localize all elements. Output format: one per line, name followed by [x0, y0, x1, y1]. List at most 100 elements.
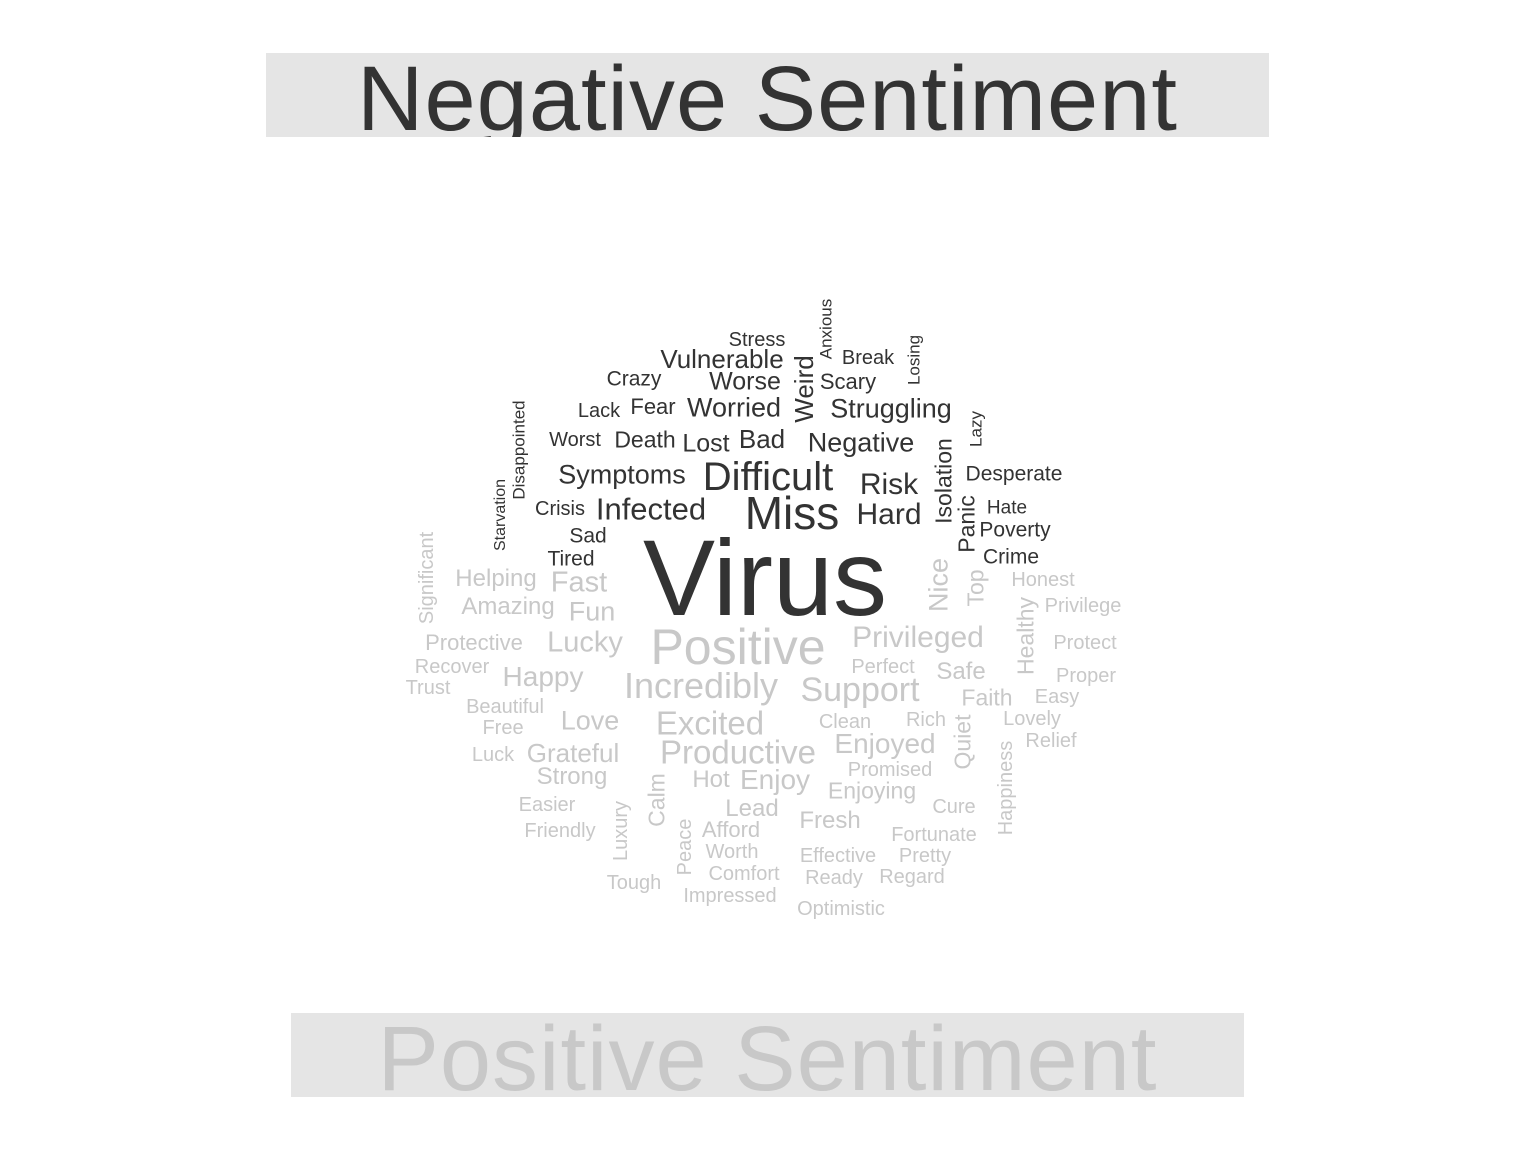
positive-word: Rich — [905, 709, 947, 731]
positive-sentiment-banner: Positive Sentiment — [291, 1013, 1244, 1097]
positive-word: Privilege — [1044, 595, 1122, 617]
negative-word: Worst — [549, 429, 601, 451]
negative-word: Hard — [856, 498, 922, 531]
negative-word: Vulnerable — [660, 344, 784, 374]
positive-word: Easier — [518, 794, 576, 816]
negative-word: Death — [614, 426, 676, 453]
positive-word: Fortunate — [891, 824, 977, 846]
positive-word: Helping — [455, 565, 537, 592]
positive-word: Optimistic — [797, 898, 885, 920]
negative-word: Panic — [953, 495, 980, 553]
negative-word: Symptoms — [558, 459, 686, 490]
negative-word: Crazy — [606, 367, 662, 391]
negative-word: Desperate — [965, 462, 1063, 486]
positive-word: Happy — [502, 661, 584, 692]
positive-word: Effective — [799, 845, 877, 867]
positive-word: Fresh — [799, 807, 861, 834]
positive-word: Cure — [932, 796, 976, 818]
negative-word: Tired — [547, 547, 595, 571]
positive-word: Trust — [405, 677, 451, 699]
positive-word: Faith — [961, 684, 1013, 711]
positive-word: Easy — [1034, 686, 1080, 708]
negative-word: Risk — [859, 468, 919, 501]
positive-word: Lucky — [547, 626, 623, 659]
negative-word: Negative — [807, 427, 915, 458]
positive-word: Recover — [414, 656, 490, 678]
negative-word: Infected — [595, 491, 707, 527]
positive-word: Tough — [606, 872, 662, 894]
positive-word: Quiet — [949, 714, 976, 770]
positive-word: Pretty — [898, 845, 952, 867]
negative-word: Scary — [819, 369, 877, 394]
positive-word: Significant — [416, 531, 438, 625]
positive-word: Amazing — [461, 593, 555, 620]
positive-word: Peace — [674, 818, 696, 876]
negative-word: Miss — [744, 487, 840, 539]
positive-word: Enjoyed — [834, 728, 936, 759]
negative-word: Crisis — [535, 498, 585, 520]
positive-word: Excited — [655, 704, 765, 742]
negative-word: Sad — [569, 524, 607, 548]
positive-word: Ready — [805, 867, 863, 889]
negative-word: Fear — [630, 394, 676, 419]
negative-word: Anxious — [816, 298, 836, 360]
positive-word: Calm — [643, 773, 670, 827]
negative-sentiment-title: Negative Sentiment — [357, 53, 1178, 137]
positive-word: Safe — [936, 658, 986, 685]
negative-word: Lack — [577, 400, 621, 422]
positive-word: Lovely — [1003, 708, 1061, 730]
negative-word: Losing — [904, 334, 924, 386]
positive-word: Nice — [923, 557, 954, 613]
positive-word: Friendly — [524, 820, 596, 842]
positive-word: Afford — [701, 817, 761, 842]
negative-word: Bad — [738, 424, 786, 454]
negative-word: Worried — [686, 392, 782, 423]
negative-word: Stress — [728, 329, 786, 351]
positive-word: Relief — [1025, 730, 1077, 752]
positive-word: Impressed — [683, 885, 777, 907]
negative-word: Worse — [709, 367, 781, 396]
negative-word: Difficult — [702, 455, 834, 499]
negative-word: Poverty — [979, 518, 1051, 542]
positive-word: Enjoying — [827, 777, 917, 804]
negative-word: Starvation — [492, 478, 509, 552]
negative-sentiment-banner: Negative Sentiment — [266, 53, 1269, 137]
positive-word: Privileged — [852, 621, 984, 654]
negative-word: Break — [841, 347, 895, 369]
positive-word: Protect — [1053, 632, 1117, 654]
negative-word: Lazy — [966, 411, 986, 447]
positive-word: Luxury — [610, 800, 632, 862]
positive-word: Promised — [847, 759, 933, 781]
positive-word: Incredibly — [623, 665, 779, 706]
positive-word: Fast — [550, 566, 608, 599]
positive-word: Hot — [692, 766, 730, 793]
positive-word: Free — [482, 717, 524, 739]
positive-word: Positive — [650, 619, 826, 675]
positive-word: Perfect — [851, 656, 915, 678]
positive-word: Enjoy — [739, 764, 811, 795]
positive-word: Clean — [818, 711, 872, 733]
positive-word: Comfort — [708, 863, 780, 885]
positive-word: Productive — [660, 733, 816, 771]
positive-word: Happiness — [995, 740, 1017, 836]
positive-word: Worth — [705, 841, 759, 863]
positive-word: Strong — [536, 763, 608, 790]
negative-word: Isolation — [930, 438, 957, 524]
positive-word: Regard — [879, 866, 945, 888]
negative-word: Disappointed — [509, 400, 529, 500]
negative-word: Weird — [789, 355, 819, 423]
negative-word: Hate — [986, 497, 1028, 519]
positive-word: Proper — [1055, 665, 1117, 687]
negative-word: Struggling — [830, 393, 952, 424]
positive-word: Grateful — [526, 738, 620, 768]
positive-word: Honest — [1011, 569, 1075, 591]
positive-word: Beautiful — [466, 696, 544, 718]
positive-word: Luck — [471, 744, 515, 766]
negative-word: Crime — [983, 545, 1039, 569]
positive-word: Support — [800, 671, 920, 709]
positive-word: Lead — [725, 795, 779, 822]
positive-word: Fun — [568, 596, 616, 627]
positive-sentiment-title: Positive Sentiment — [377, 1013, 1158, 1097]
negative-word: Lost — [682, 429, 730, 458]
